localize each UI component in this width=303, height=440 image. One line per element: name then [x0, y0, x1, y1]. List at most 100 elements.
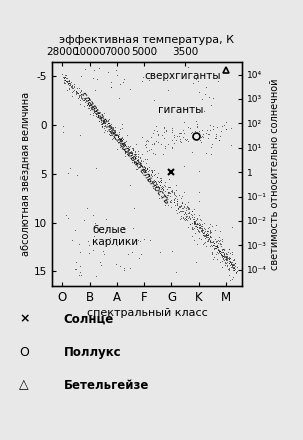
- Point: [179, 198, 184, 205]
- Point: [186, 223, 191, 230]
- Point: [157, 184, 162, 191]
- Point: [111, 128, 115, 136]
- Point: [79, 88, 84, 95]
- Point: [220, 251, 225, 258]
- Point: [206, 131, 211, 138]
- Point: [191, 237, 196, 244]
- Point: [90, 74, 95, 81]
- Point: [73, 265, 78, 272]
- Point: [182, 209, 187, 216]
- Point: [138, 163, 142, 170]
- Point: [171, 199, 176, 206]
- Point: [184, 207, 188, 214]
- Point: [102, 116, 106, 123]
- Point: [174, 202, 179, 209]
- Point: [219, 127, 224, 134]
- Point: [209, 249, 214, 257]
- Point: [224, 119, 228, 126]
- Point: [228, 260, 233, 268]
- Point: [158, 178, 163, 185]
- Point: [205, 233, 210, 240]
- Point: [229, 262, 234, 269]
- Point: [172, 190, 177, 197]
- Point: [215, 123, 220, 130]
- Point: [74, 90, 79, 97]
- Point: [176, 206, 181, 213]
- Point: [160, 183, 165, 191]
- Point: [146, 176, 151, 183]
- Point: [157, 179, 161, 186]
- Point: [185, 203, 190, 210]
- Point: [183, 208, 188, 215]
- Point: [149, 166, 154, 173]
- Point: [187, 209, 191, 216]
- Point: [120, 136, 125, 143]
- Point: [118, 139, 123, 146]
- Point: [231, 264, 236, 271]
- Point: [197, 235, 202, 242]
- Point: [234, 268, 238, 275]
- Point: [122, 140, 126, 147]
- Point: [194, 121, 199, 128]
- Point: [67, 79, 72, 86]
- Point: [208, 242, 212, 249]
- Point: [91, 112, 96, 119]
- Point: [199, 96, 204, 103]
- Point: [108, 84, 113, 91]
- Point: [190, 134, 195, 141]
- Point: [208, 233, 213, 240]
- Point: [140, 77, 145, 84]
- Point: [117, 262, 122, 269]
- Point: [117, 135, 122, 142]
- Point: [149, 172, 154, 180]
- Point: [162, 187, 167, 194]
- Point: [199, 226, 204, 233]
- Point: [186, 204, 191, 211]
- Point: [229, 260, 234, 268]
- Point: [170, 136, 175, 143]
- Point: [231, 265, 236, 272]
- Point: [224, 256, 229, 263]
- Point: [87, 110, 92, 117]
- Point: [155, 169, 160, 176]
- Point: [170, 188, 175, 195]
- Point: [231, 264, 236, 271]
- Point: [229, 259, 234, 266]
- Point: [215, 246, 220, 253]
- Point: [109, 83, 114, 90]
- Point: [112, 129, 117, 136]
- Point: [230, 274, 235, 281]
- Point: [197, 211, 201, 218]
- Point: [212, 245, 217, 252]
- Point: [195, 220, 200, 227]
- Point: [179, 200, 184, 207]
- Point: [79, 96, 84, 103]
- Point: [121, 139, 126, 146]
- Point: [195, 124, 199, 131]
- Point: [103, 126, 108, 133]
- Point: [123, 150, 128, 157]
- Point: [107, 123, 112, 130]
- Point: [81, 92, 86, 99]
- Point: [214, 133, 219, 140]
- Point: [219, 243, 224, 250]
- Point: [163, 182, 168, 189]
- Point: [107, 116, 112, 123]
- Point: [195, 223, 200, 230]
- Point: [216, 136, 221, 143]
- Point: [87, 102, 92, 109]
- Point: [223, 256, 228, 263]
- Point: [158, 181, 162, 188]
- Point: [75, 172, 80, 179]
- Point: [167, 176, 172, 183]
- Point: [102, 230, 107, 237]
- Point: [62, 74, 67, 81]
- Point: [155, 138, 160, 145]
- Point: [186, 214, 191, 221]
- Point: [125, 148, 129, 155]
- Point: [145, 136, 149, 143]
- Point: [62, 71, 67, 78]
- Point: [203, 231, 208, 238]
- Point: [201, 226, 206, 233]
- Point: [109, 132, 114, 139]
